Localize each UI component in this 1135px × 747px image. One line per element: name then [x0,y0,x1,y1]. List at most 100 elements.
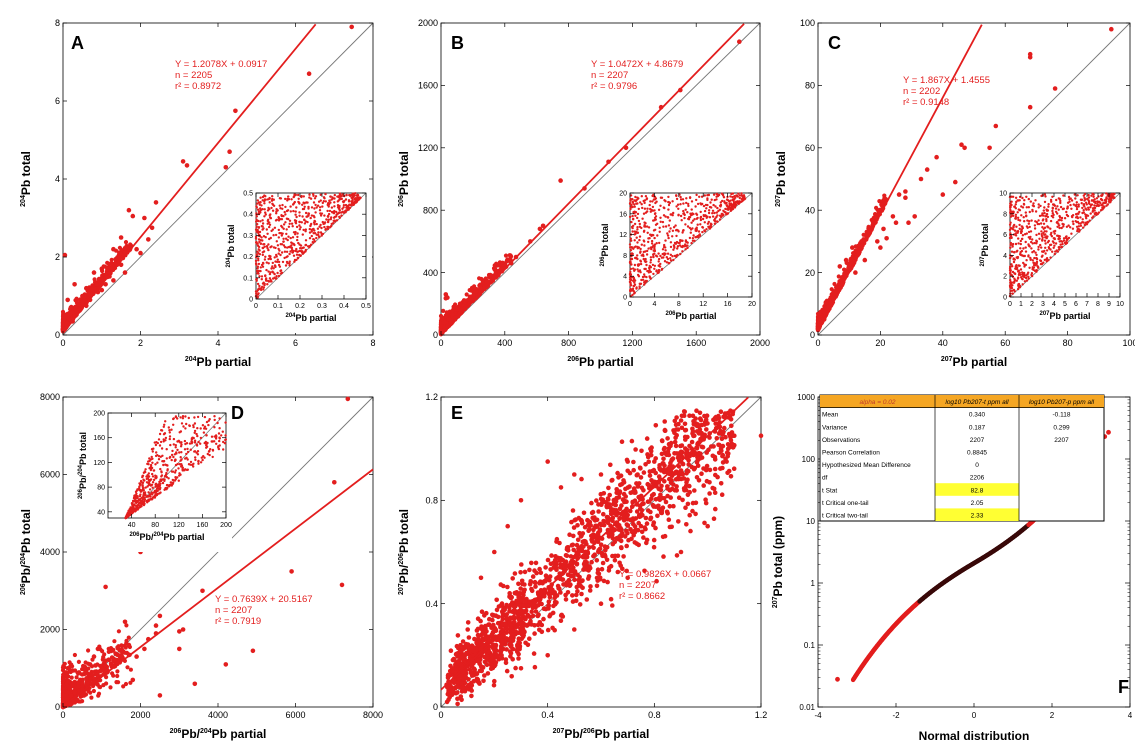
data-point [263,198,267,201]
data-point [993,123,999,129]
data-point [342,204,346,207]
data-point [629,261,632,264]
data-point [1014,207,1017,210]
data-point [1026,219,1029,222]
data-point [639,262,643,266]
data-point [130,213,136,219]
data-point [630,257,633,261]
data-point [817,311,822,316]
data-point [647,226,651,229]
data-point [1053,252,1057,256]
data-point [1081,211,1084,215]
data-point [1009,226,1012,230]
data-point [634,232,637,235]
data-point [306,201,309,204]
data-point [642,254,645,258]
data-point [1017,218,1020,222]
data-point [1106,194,1110,197]
data-point [337,195,340,199]
data-point [335,210,338,214]
data-point [1047,205,1050,208]
data-point [1068,198,1071,201]
data-point [1052,203,1056,206]
data-point [1051,195,1054,198]
data-point [1019,268,1023,271]
data-point [308,196,311,199]
data-point [675,194,678,198]
data-point [1027,55,1033,60]
data-point [705,216,708,219]
data-point [669,259,673,262]
data-point [1014,213,1018,216]
data-point [1019,247,1022,250]
data-point [1033,241,1036,245]
data-point [308,227,311,231]
label-text: Pb partial [296,313,337,323]
y-tick-label: 4 [55,174,60,184]
data-point [862,257,868,263]
data-point [719,204,723,207]
data-point [718,218,722,221]
data-point [1028,225,1031,229]
data-point [320,212,324,215]
data-point [92,277,97,282]
data-point [319,214,323,217]
data-point [1012,258,1015,261]
data-point [1017,237,1020,240]
data-point [263,245,266,248]
data-point [660,196,664,199]
data-point [1095,197,1099,200]
data-point [679,239,682,242]
data-point [294,210,297,213]
data-point [89,695,94,700]
data-point [74,675,79,680]
data-point [636,202,639,205]
data-point [268,223,272,226]
panel-b: 0 400 800 1200 1600 2000040080012001600200020… [397,18,770,369]
data-point [1014,232,1017,235]
data-point [153,200,159,205]
data-point [640,195,643,198]
data-point [256,202,259,205]
data-point [76,301,81,307]
data-point [1025,195,1028,198]
data-point [1011,270,1015,274]
data-point [1041,250,1044,253]
data-point [688,236,692,240]
data-point [632,276,635,279]
data-point [740,192,743,195]
data-point [313,216,316,219]
data-point [317,200,321,203]
data-point [268,225,271,229]
data-point [349,194,352,198]
data-point [261,199,264,202]
x-tick-label: 9 [1107,301,1111,308]
data-point [305,215,308,218]
data-point [658,226,661,229]
data-point [287,235,290,238]
data-point [319,231,323,234]
data-point [669,245,673,249]
data-point [653,236,656,240]
data-point [1037,248,1040,251]
data-point [669,213,672,216]
data-point [307,214,310,217]
data-point [629,267,633,271]
data-point [1028,266,1031,269]
data-point [284,264,288,267]
data-point [1090,203,1094,206]
data-point [903,195,908,200]
data-point [1041,239,1044,242]
y-tick-label: 16 [619,211,627,218]
data-point [668,219,671,222]
data-point [656,234,659,237]
data-point [114,680,119,685]
data-point [647,237,650,240]
data-point [641,217,644,220]
data-point [1093,204,1096,207]
data-point [316,227,320,230]
data-point [1084,207,1087,210]
data-point [271,270,274,273]
data-point [271,265,274,268]
data-point [636,254,639,257]
